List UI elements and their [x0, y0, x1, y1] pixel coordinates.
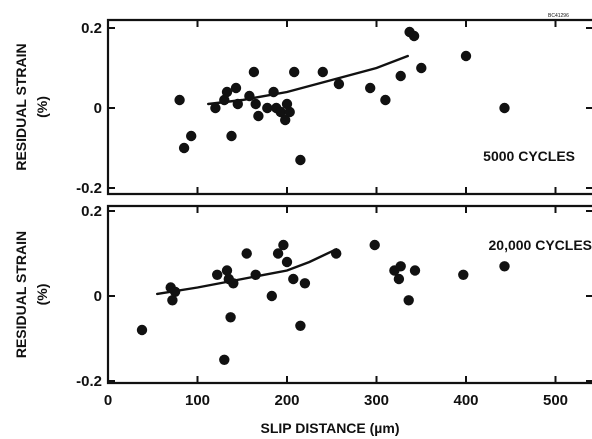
data-point	[288, 273, 299, 285]
data-point	[333, 78, 345, 90]
data-point	[250, 269, 261, 280]
data-point	[281, 98, 293, 110]
data-point	[221, 265, 233, 276]
data-point	[284, 106, 295, 118]
panel-frame	[106, 18, 592, 196]
data-point	[408, 30, 420, 42]
data-point	[395, 70, 406, 82]
trend-line	[156, 248, 338, 296]
panel-label: 5000 CYCLES	[483, 148, 575, 164]
panel-label: 20,000 CYCLES	[489, 237, 592, 253]
data-point	[212, 269, 223, 280]
data-point	[416, 62, 427, 74]
y-axis-unit: (%)	[34, 96, 50, 118]
panel-frame	[106, 204, 592, 385]
panel-2: 0.2 0 -0.2 20,000 CYCLES RESIDUAL STRAIN (%)	[13, 203, 592, 390]
data-point	[174, 94, 185, 106]
data-point	[225, 312, 236, 323]
data-point	[317, 66, 328, 78]
x-tick-label: 0	[104, 392, 112, 409]
data-point	[272, 248, 284, 259]
data-point	[268, 86, 279, 98]
data-point	[499, 102, 510, 114]
data-point	[232, 98, 243, 110]
data-point	[280, 114, 291, 126]
data-point	[244, 90, 255, 102]
data-point	[186, 130, 197, 142]
data-point	[409, 265, 421, 276]
data-point	[278, 239, 289, 251]
data-point	[262, 102, 273, 114]
data-point	[167, 295, 178, 306]
data-point	[226, 130, 237, 142]
data-point	[241, 248, 252, 259]
data-point	[219, 94, 230, 106]
y-tick-label: 0	[94, 100, 102, 117]
figure-code: BC41296	[548, 13, 569, 19]
y-tick-label: -0.2	[76, 180, 102, 197]
data-point	[221, 86, 233, 98]
data-point	[395, 261, 406, 272]
trend-line	[207, 54, 409, 106]
data-point	[365, 82, 376, 94]
x-tick-label: 100	[185, 392, 210, 409]
data-point	[331, 248, 342, 259]
data-point	[210, 102, 221, 114]
data-point	[178, 142, 190, 154]
y-axis-title: RESIDUAL STRAIN	[13, 43, 29, 170]
data-point	[460, 50, 472, 62]
y-tick-label: 0.2	[81, 203, 102, 220]
y-axis-title: RESIDUAL STRAIN	[13, 231, 29, 358]
data-point	[248, 66, 260, 78]
y-tick-label: -0.2	[76, 373, 102, 390]
y-tick-label: 0	[94, 288, 102, 305]
data-point	[250, 98, 261, 110]
x-tick-label: 200	[274, 392, 299, 409]
x-tick-label: 300	[364, 392, 389, 409]
data-point	[253, 110, 264, 122]
data-point	[393, 273, 405, 285]
data-point	[295, 320, 306, 331]
y-axis-unit: (%)	[34, 284, 50, 306]
data-point	[275, 106, 286, 118]
data-point	[299, 278, 311, 289]
data-point	[136, 324, 148, 336]
data-point	[228, 278, 239, 289]
data-point	[295, 154, 306, 166]
x-tick-label: 500	[543, 392, 568, 409]
data-point	[266, 290, 277, 302]
x-axis-title: SLIP DISTANCE (µm)	[260, 420, 399, 436]
data-point	[458, 269, 469, 280]
data-point	[499, 261, 510, 272]
data-point	[281, 256, 293, 268]
data-point	[230, 82, 242, 94]
data-point	[403, 295, 414, 306]
panel-1: 0.2 0 -0.2 5000 CYCLES RESIDUAL STRAIN (%)	[13, 18, 592, 197]
data-point	[369, 239, 380, 251]
data-point	[169, 286, 181, 297]
data-point	[380, 94, 391, 106]
data-point	[219, 354, 230, 365]
x-tick-label: 400	[453, 392, 478, 409]
y-tick-label: 0.2	[81, 20, 102, 37]
data-point	[289, 66, 300, 78]
